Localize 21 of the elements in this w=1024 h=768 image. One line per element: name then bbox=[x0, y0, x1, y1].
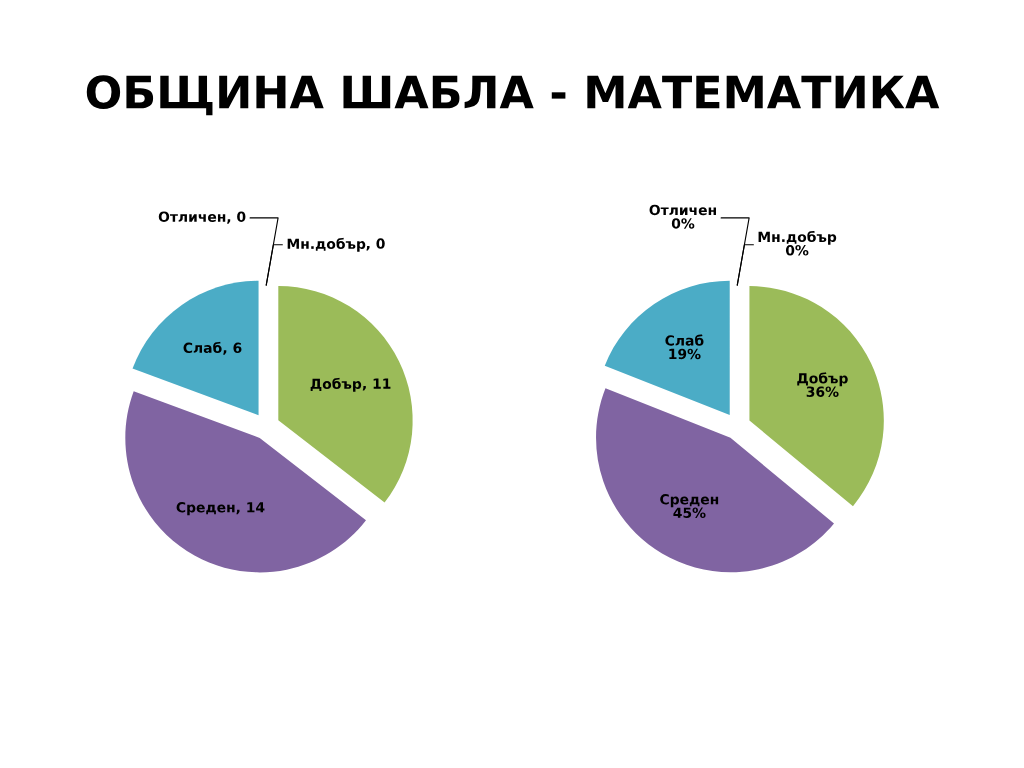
category-label: Отличен bbox=[649, 204, 716, 216]
data-label: 36% bbox=[806, 386, 839, 397]
category-label: Отличен bbox=[158, 211, 226, 222]
text: ОБЩИНА ШАБЛА - МАТЕМАТИКА bbox=[86, 75, 940, 116]
slice-label: Среден bbox=[176, 502, 235, 516]
text: 0% bbox=[785, 245, 809, 256]
data-label: , 11 bbox=[362, 378, 391, 391]
category-label: Мн.добър bbox=[758, 230, 837, 245]
slice-label: Слаб bbox=[665, 334, 704, 346]
text: , 0 bbox=[366, 238, 385, 251]
text: , 0 bbox=[227, 211, 246, 224]
slice-label: Добър bbox=[310, 377, 362, 392]
slice-label: Среден bbox=[660, 494, 719, 508]
text: 0% bbox=[671, 218, 695, 229]
category-label: Мн.добър bbox=[287, 237, 366, 252]
data-label: 19% bbox=[669, 348, 701, 360]
data-label: 45% bbox=[673, 507, 706, 518]
data-label: , 6 bbox=[223, 342, 242, 355]
slice-label: Слаб bbox=[183, 341, 222, 354]
data-label: , 14 bbox=[236, 502, 265, 515]
slice-label: Добър bbox=[797, 372, 848, 387]
